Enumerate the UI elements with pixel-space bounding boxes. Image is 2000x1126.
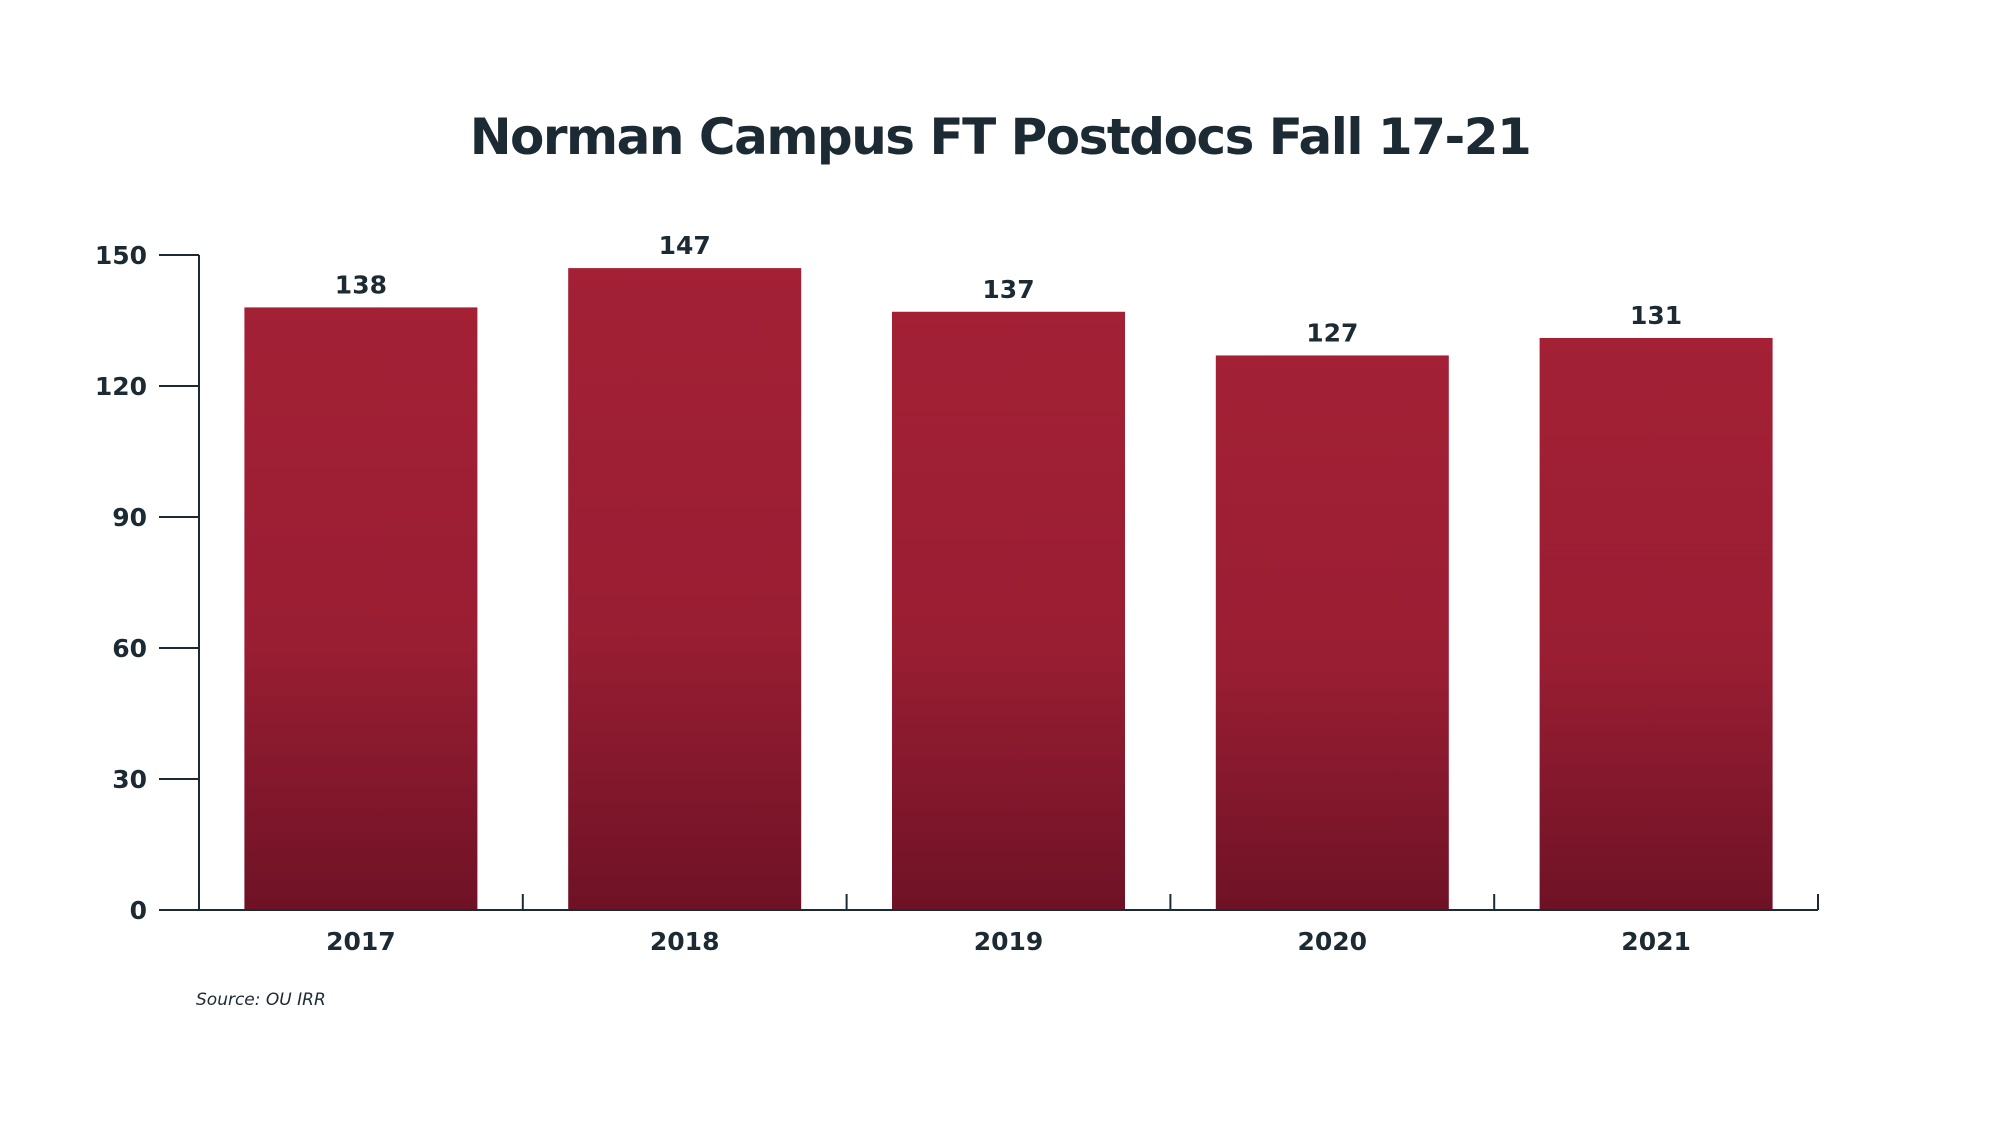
bar-2017 <box>244 307 478 910</box>
y-tick-label-0: 0 <box>130 896 147 925</box>
data-label-2019: 137 <box>982 275 1034 304</box>
bars-layer <box>244 268 1773 911</box>
data-label-2018: 147 <box>659 231 711 260</box>
x-tick-label-2018: 2018 <box>650 927 720 956</box>
data-label-2021: 131 <box>1630 301 1682 330</box>
bar-2019 <box>892 311 1125 910</box>
axes <box>159 254 1819 911</box>
y-tick-label-90: 90 <box>112 503 147 532</box>
source-note: Source: OU IRR <box>196 990 326 1010</box>
chart-title: Norman Campus FT Postdocs Fall 17-21 <box>469 108 1532 166</box>
labels-layer: 138 2017 147 2018 137 2019 127 2020 131 2021 0 30 60… <box>95 231 1691 956</box>
data-label-2017: 138 <box>335 270 387 299</box>
bar-2021 <box>1539 337 1773 910</box>
bar-2020 <box>1215 355 1449 910</box>
x-tick-label-2017: 2017 <box>326 927 396 956</box>
x-tick-label-2019: 2019 <box>974 927 1044 956</box>
y-tick-label-60: 60 <box>112 634 147 663</box>
x-tick-label-2021: 2021 <box>1621 927 1691 956</box>
data-label-2020: 127 <box>1306 318 1358 347</box>
x-tick-label-2020: 2020 <box>1298 927 1368 956</box>
y-tick-label-120: 120 <box>95 372 147 401</box>
bar-2018 <box>568 268 802 911</box>
y-tick-label-150: 150 <box>95 241 147 270</box>
y-tick-label-30: 30 <box>112 765 147 794</box>
